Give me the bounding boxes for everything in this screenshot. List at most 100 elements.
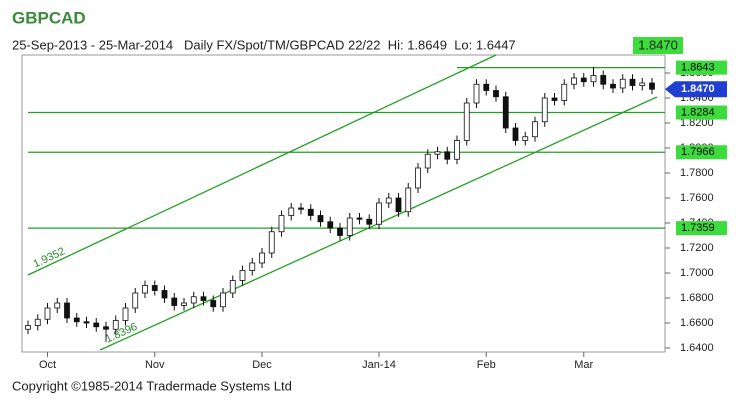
- candle-body: [268, 231, 275, 254]
- candle-body: [151, 285, 158, 291]
- candle-body: [93, 322, 100, 328]
- candle-body: [551, 97, 558, 101]
- candle-body: [34, 318, 41, 326]
- candle-body: [385, 197, 392, 204]
- candle-body: [649, 82, 655, 90]
- candle-body: [356, 217, 363, 220]
- candle-body: [44, 307, 51, 320]
- candle-body: [376, 202, 382, 225]
- candle-body: [64, 302, 70, 319]
- y-tick-label: 1.7800: [680, 167, 714, 179]
- candle-body: [229, 280, 236, 294]
- candle-body: [454, 140, 460, 160]
- last-price: 1.8470: [638, 37, 678, 52]
- candle-body: [512, 127, 519, 141]
- candle-body: [463, 102, 470, 141]
- candle-body: [346, 217, 353, 236]
- candle-body: [210, 300, 217, 308]
- level-label: 1.7359: [681, 222, 715, 234]
- y-tick-label: 1.6800: [680, 292, 714, 304]
- level-label: 1.7966: [681, 146, 715, 158]
- x-tick-label: Oct: [39, 359, 56, 371]
- candle-body: [571, 77, 577, 85]
- candle-body: [278, 215, 285, 233]
- candle-body: [366, 218, 373, 225]
- candle-body: [54, 302, 61, 309]
- candle-body: [561, 83, 568, 101]
- candle-body: [405, 187, 412, 213]
- candle-body: [580, 77, 587, 83]
- trendline: [27, 54, 497, 276]
- y-tick-label: 1.7600: [680, 192, 714, 204]
- footer: Copyright ©1985-2014 Tradermade Systems …: [12, 378, 292, 393]
- candle-body: [132, 292, 139, 309]
- candle-body: [337, 227, 343, 236]
- y-tick-label: 1.6600: [680, 317, 714, 329]
- trendline-label: 1.9352: [31, 245, 67, 270]
- candle-body: [288, 207, 295, 216]
- candle-body: [259, 252, 265, 264]
- candle-body: [522, 136, 529, 141]
- x-tick-label: Nov: [145, 359, 165, 371]
- candle-body: [444, 151, 451, 160]
- candle-body: [83, 321, 90, 324]
- chart-subtitle: 25-Sep-2013 - 25-Mar-2014 Daily FX/Spot/…: [12, 37, 516, 52]
- level-box: [676, 60, 727, 75]
- candle-body: [25, 325, 31, 330]
- candle-body: [239, 270, 246, 281]
- candle-body: [181, 302, 187, 306]
- candle-body: [493, 90, 499, 98]
- last-price-box: [633, 37, 683, 54]
- candle-body: [249, 262, 256, 271]
- candle-body: [395, 197, 402, 213]
- candle-body: [220, 292, 226, 308]
- candle-body: [590, 75, 597, 83]
- plot-frame: [21, 54, 666, 353]
- candle-body: [532, 121, 538, 138]
- level-label: 1.8284: [681, 106, 715, 118]
- y-tick-label: 1.7200: [680, 242, 714, 254]
- candle-body: [112, 320, 119, 330]
- price-marker-label: 1.8470: [681, 83, 715, 95]
- candle-body: [142, 285, 148, 294]
- trendline-label: 1.8396: [104, 321, 140, 346]
- level-box: [676, 105, 727, 120]
- level-box: [676, 145, 727, 160]
- candle-body: [415, 167, 421, 189]
- candle-body: [424, 153, 431, 169]
- x-tick-label: Mar: [574, 359, 593, 371]
- x-tick-label: Jan-14: [362, 359, 396, 371]
- price-marker: [665, 81, 727, 98]
- candle-body: [307, 208, 314, 216]
- candle-body: [73, 317, 80, 323]
- chart-title: GBPCAD: [12, 8, 86, 27]
- candle-body: [541, 97, 548, 123]
- candle-body: [639, 82, 646, 86]
- candle-body: [161, 290, 168, 299]
- y-tick-label: 1.8200: [680, 117, 714, 129]
- y-tick-label: 1.7000: [680, 267, 714, 279]
- x-tick-label: Feb: [477, 359, 496, 371]
- candle-body: [610, 83, 616, 89]
- candle-body: [473, 83, 480, 104]
- candle-body: [200, 296, 207, 301]
- candle-body: [629, 78, 636, 86]
- candle-body: [600, 75, 607, 85]
- candle-body: [619, 78, 626, 89]
- candle-body: [317, 215, 324, 223]
- candle-body: [298, 207, 304, 210]
- candle-body: [483, 83, 490, 91]
- level-label: 1.8643: [681, 62, 715, 74]
- candle-body: [103, 326, 109, 330]
- candle-body: [122, 307, 129, 321]
- x-tick-label: Dec: [252, 359, 272, 371]
- level-box: [676, 221, 727, 236]
- candle-body: [171, 297, 178, 306]
- candle-body: [190, 296, 197, 304]
- candle-body: [327, 221, 334, 229]
- candle-body: [434, 151, 441, 155]
- candle-body: [502, 96, 509, 129]
- y-tick-label: 1.6400: [680, 342, 714, 354]
